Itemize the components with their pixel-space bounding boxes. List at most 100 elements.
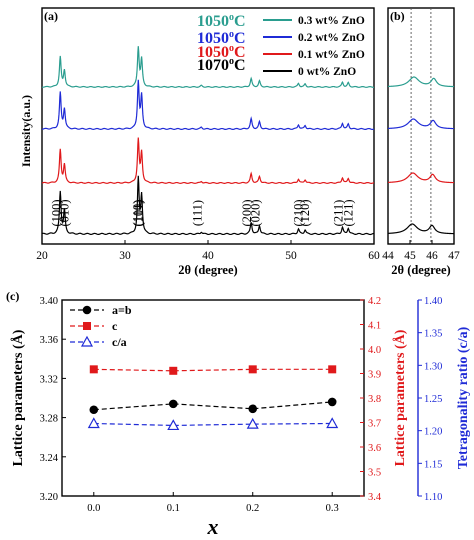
y-tick-label-right: 4.0 [368,345,381,356]
peak-label: (111) [190,200,204,226]
panel-a: (100)(010) (101)(110) (111) (200)(020) (210)… [19,7,380,277]
y-axis-label-right: Lattice parameters (Å) [392,329,408,466]
peak-label: (101) [131,199,145,226]
peak-label: (210) [291,199,305,226]
marker-triangle [87,417,100,429]
xrd-curve-b [387,76,455,88]
temp-unit: C [234,13,246,30]
panel-label-a: (a) [44,9,58,23]
y-tick-label-outer: 1.20 [424,427,442,438]
marker-triangle [80,335,94,347]
x-tick-label-c: 0.3 [326,503,339,514]
y-tick-label-outer: 1.30 [424,361,442,372]
x-tick-label-b: 45 [404,250,416,262]
marker-circle [327,397,337,407]
temp-value: 1050 [197,30,229,47]
panel-label-c: (c) [6,289,19,303]
y-tick-label-left: 3.36 [40,335,58,346]
marker-square [83,322,91,330]
temp-degree: o [229,43,234,54]
marker-square [89,365,98,374]
plot-frame-b [387,7,455,245]
x-tick-label-a: 60 [368,250,380,262]
xrd-curve-a [41,137,375,184]
temperature-label: 1050oC [197,12,246,30]
peak-label: (121) [341,199,355,226]
marker-triangle [167,419,180,431]
x-tick-label-c: 0.0 [87,503,100,514]
y-tick-label-outer: 1.15 [424,459,442,470]
x-axis-label-a: 2θ (degree) [178,263,237,277]
x-tick-label-c: 0.1 [167,503,180,514]
peak-label: (211) [331,200,345,227]
marker-circle [168,399,178,409]
y-tick-label-right: 3.5 [368,468,381,479]
x-tick-label-a: 50 [285,250,297,262]
y-tick-label-right: 3.6 [368,443,381,454]
marker-circle [82,305,92,315]
legend-entry-a: 0.1 wt% ZnO [298,49,365,61]
y-tick-label-outer: 1.10 [424,492,442,503]
series-line-c [93,401,333,411]
peak-label: (110) [131,200,145,227]
xrd-curve-a [41,46,375,88]
marker-square [169,366,178,375]
marker-circle [89,405,99,415]
legend-entry-c: c/a [112,335,127,349]
temp-value: 1050 [197,13,229,30]
y-tick-label-right: 4.1 [368,321,381,332]
temp-unit: C [234,30,246,47]
temp-unit: C [234,57,246,74]
y-tick-label-right: 3.8 [368,394,381,405]
temperature-label: 1070oC [197,56,246,74]
xrd-curve-b [387,223,455,235]
peak-label: (020) [248,199,262,226]
y-tick-label-right: 3.7 [368,419,381,430]
temp-unit: C [234,44,246,61]
peak-label: (200) [240,199,254,226]
legend-entry-a: 0.2 wt% ZnO [298,32,365,44]
temp-degree: o [229,12,234,23]
legend-entry-c: a=b [112,303,132,317]
x-tick-label-a: 40 [202,250,214,262]
x-axis-label-c: x [207,514,219,539]
temp-degree: o [229,29,234,40]
legend-entry-c: c [112,319,118,333]
y-tick-label-outer: 1.40 [424,296,442,307]
temperature-label: 1050oC [197,43,246,61]
xrd-curve-b [387,118,455,130]
marker-square [248,365,257,374]
panel-c: (c) 3.20 3.24 3.28 3.32 3.36 3.40 Lattice param… [6,289,471,539]
y-axis-label-left: Lattice parameters (Å) [10,329,26,466]
xrd-curve-a [41,175,374,236]
legend-entry-a: 0.3 wt% ZnO [298,15,365,27]
x-tick-label-a: 30 [119,250,131,262]
y-tick-label-left: 3.24 [40,453,59,464]
y-tick-label-right: 4.2 [368,296,381,307]
x-tick-label-b: 44 [382,250,394,262]
y-tick-label-left: 3.28 [40,414,58,425]
marker-triangle [326,417,339,429]
peak-label: (010) [57,199,71,226]
y-tick-label-right: 3.9 [368,370,381,381]
x-tick-label-a: 20 [36,250,48,262]
peak-label: (120) [298,199,312,226]
y-axis-label-a: Intensity(a.u.) [19,95,33,167]
xrd-curve-b [387,172,455,184]
y-tick-label-outer: 1.25 [424,394,442,405]
temperature-label: 1050oC [197,29,246,47]
y-tick-label-left: 3.20 [40,492,58,503]
marker-triangle [246,417,259,429]
x-axis-label-b: 2θ (degree) [391,263,450,277]
legend-entry-a: 0 wt% ZnO [298,66,356,78]
peak-label: (100) [49,199,63,226]
panel-label-b: (b) [390,9,405,23]
temp-degree: o [229,56,234,67]
y-tick-label-left: 3.40 [40,296,58,307]
x-tick-label-b: 46 [426,250,438,262]
plot-frame-c [61,299,365,497]
marker-circle [248,404,258,414]
series-line-c [93,422,333,427]
